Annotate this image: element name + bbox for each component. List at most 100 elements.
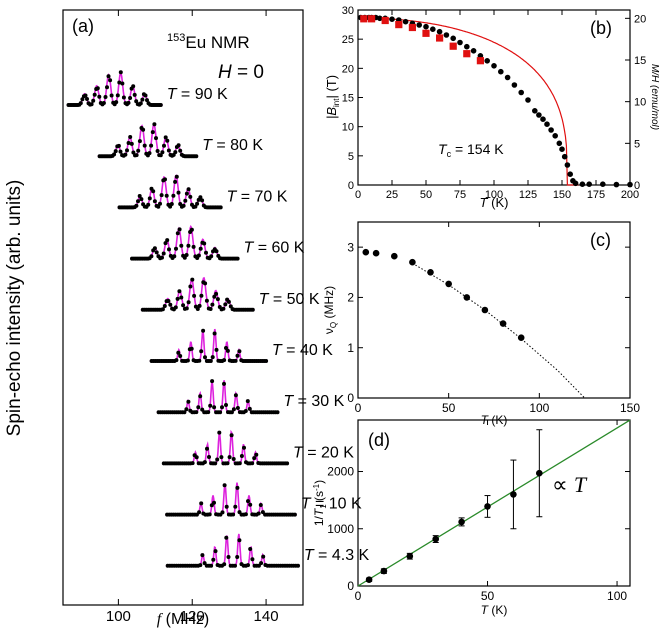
data-point xyxy=(134,153,139,158)
data-point xyxy=(152,246,157,251)
data-point xyxy=(192,293,197,298)
data-point xyxy=(213,461,218,466)
x-tick-label: 50 xyxy=(481,589,495,603)
nuq-point xyxy=(445,280,453,288)
panel-label: (b) xyxy=(590,18,612,38)
data-point xyxy=(235,406,240,410)
data-point xyxy=(178,148,183,153)
y-tick-label: 5 xyxy=(348,151,354,163)
magnetization-point xyxy=(450,35,457,42)
temperature-label: T = 20 K xyxy=(293,444,354,461)
data-point xyxy=(182,410,187,415)
relaxation-point xyxy=(380,567,388,575)
data-point xyxy=(197,358,202,363)
data-point xyxy=(117,80,122,85)
y-tick-label-right: 0 xyxy=(634,180,640,192)
relaxation-point xyxy=(406,552,414,560)
tc-symbol: T xyxy=(438,141,448,157)
data-point xyxy=(201,328,206,333)
data-point xyxy=(128,135,133,139)
data-point xyxy=(191,244,196,249)
y-axis-prefix: 1/ xyxy=(312,515,326,526)
data-point xyxy=(92,92,97,97)
data-point xyxy=(246,563,250,568)
y-axis-label: Spin-echo intensity (arb. units) xyxy=(4,180,25,437)
data-point xyxy=(214,347,219,352)
data-point xyxy=(208,403,213,408)
data-point xyxy=(217,430,222,435)
data-point xyxy=(222,483,227,488)
proportional-symbol: ∝ xyxy=(552,472,574,497)
data-point xyxy=(235,256,240,261)
data-point xyxy=(163,135,168,140)
data-point xyxy=(231,457,236,461)
data-point xyxy=(147,196,152,201)
data-point xyxy=(224,403,228,407)
data-point xyxy=(129,141,134,146)
bint-point xyxy=(381,16,389,25)
temperature-value: = 60 K xyxy=(253,240,304,257)
y-tick-label: 2000 xyxy=(327,465,354,479)
data-point xyxy=(113,149,118,154)
tc-value: = 154 K xyxy=(451,141,504,157)
data-point xyxy=(179,243,184,248)
data-point xyxy=(137,194,142,198)
data-point xyxy=(162,143,166,148)
y-axis-unit-end: ) xyxy=(312,480,326,484)
x-tick-label: 25 xyxy=(386,189,398,201)
relaxation-point xyxy=(536,469,543,477)
data-point xyxy=(150,130,155,135)
data-point xyxy=(246,499,250,504)
x-tick-label: 0 xyxy=(355,189,361,201)
data-point xyxy=(285,461,290,466)
y-axis-label-right: M/H (emu/mol) xyxy=(649,64,659,130)
y-axis-subscript: 1 xyxy=(319,504,328,509)
data-point xyxy=(149,143,154,148)
data-point xyxy=(237,538,242,543)
data-point xyxy=(237,349,242,354)
temperature-value: = 90 K xyxy=(176,86,227,103)
proportional-variable: T xyxy=(574,472,588,497)
data-point xyxy=(183,198,188,203)
data-point xyxy=(181,303,186,308)
temperature-label: T = 40 K xyxy=(272,342,333,359)
data-point xyxy=(204,250,208,255)
data-point xyxy=(202,561,207,566)
bint-point xyxy=(368,15,376,23)
field-value: = 0 xyxy=(232,62,264,83)
y-tick-label: 3 xyxy=(347,240,354,254)
data-point xyxy=(103,95,108,99)
x-tick-label: 150 xyxy=(620,401,640,415)
data-point xyxy=(209,254,214,259)
data-point xyxy=(186,187,191,192)
data-point xyxy=(233,563,237,568)
data-point xyxy=(203,355,207,360)
data-point xyxy=(224,535,229,540)
temperature-label: T = 30 K xyxy=(283,393,344,410)
data-point xyxy=(252,456,257,461)
magnetization-point xyxy=(567,171,573,177)
data-point xyxy=(195,201,200,206)
spectrum-line xyxy=(97,122,199,157)
data-point xyxy=(120,81,125,86)
data-point xyxy=(231,512,236,517)
data-point xyxy=(258,503,263,507)
data-point xyxy=(212,500,216,505)
plot-frame xyxy=(357,221,631,399)
nuq-point xyxy=(517,334,525,342)
y-tick-label-right: 15 xyxy=(634,55,646,67)
magnetization-point xyxy=(491,63,497,69)
y-axis-symbol: T xyxy=(312,507,326,516)
bint-point xyxy=(449,42,457,50)
relaxation-point xyxy=(365,576,373,583)
data-point xyxy=(141,127,146,132)
magnetization-point xyxy=(564,162,571,168)
proportional-annotation: ∝ T xyxy=(552,472,588,497)
data-point xyxy=(160,150,165,155)
x-tick-label: 140 xyxy=(254,608,279,625)
temperature-value: = 20 K xyxy=(303,444,354,461)
data-point xyxy=(235,555,240,559)
magnetization-point xyxy=(430,26,436,32)
data-point xyxy=(168,302,173,307)
